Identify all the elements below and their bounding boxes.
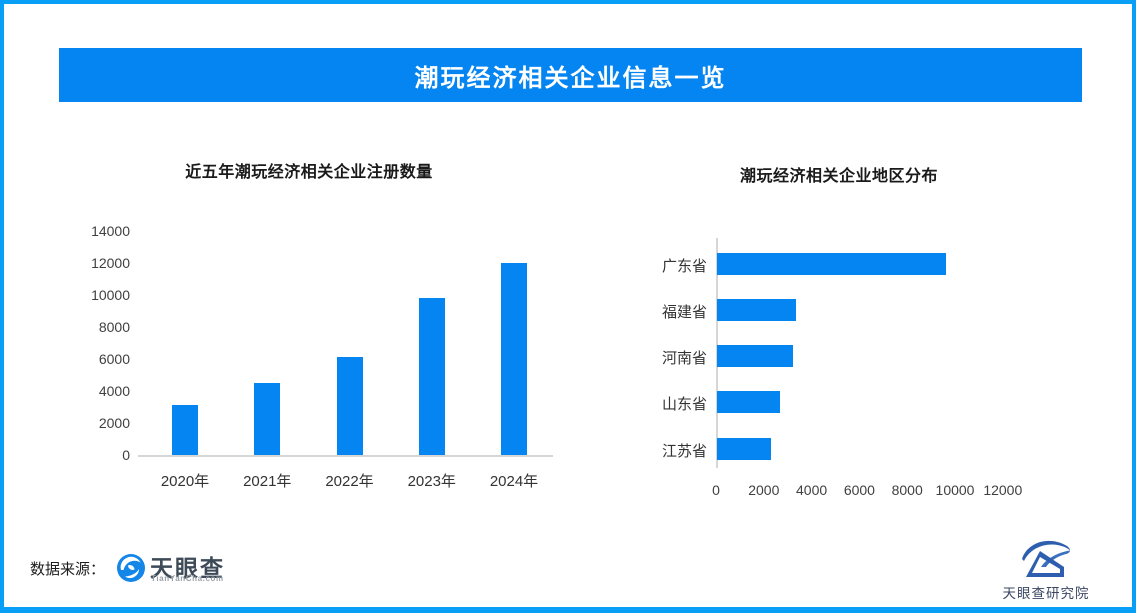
y-tick-label: 12000 <box>91 255 130 271</box>
registration-chart-title: 近五年潮玩经济相关企业注册数量 <box>185 164 433 181</box>
region-bar <box>717 345 794 367</box>
region-chart-title: 潮玩经济相关企业地区分布 <box>739 168 938 185</box>
page-title: 潮玩经济相关企业信息一览 <box>414 64 727 92</box>
y-tick-label: 2000 <box>98 415 130 431</box>
tianyancha-domain: TianYanCha.com <box>151 574 224 583</box>
year-label: 2023年 <box>407 473 456 490</box>
registration-bar <box>336 357 363 455</box>
x-tick-label: 2000 <box>748 482 780 498</box>
province-label: 江苏省 <box>661 442 707 460</box>
registration-bar <box>418 298 445 455</box>
region-bar <box>717 298 796 321</box>
province-label: 山东省 <box>661 396 707 414</box>
x-tick-label: 8000 <box>891 482 923 498</box>
tianyancha-eye-icon <box>117 554 145 582</box>
title-banner: 潮玩经济相关企业信息一览 <box>59 48 1082 102</box>
registration-bar <box>254 383 281 455</box>
region-bar <box>717 391 781 414</box>
registration-bar <box>501 263 527 455</box>
x-tick-label: 12000 <box>983 482 1023 498</box>
y-tick-label: 6000 <box>98 351 130 367</box>
province-label: 福建省 <box>661 303 707 321</box>
y-tick-label: 4000 <box>98 383 130 399</box>
research-institute-name: 天眼查研究院 <box>1002 586 1090 601</box>
data-source-label: 数据来源： <box>30 561 106 578</box>
x-axis-line <box>138 455 553 457</box>
year-label: 2021年 <box>243 473 292 490</box>
province-label: 广东省 <box>661 257 707 275</box>
x-tick-label: 6000 <box>843 482 875 498</box>
region-bar <box>717 437 772 460</box>
y-tick-label: 10000 <box>91 287 130 303</box>
x-tick-label: 4000 <box>796 482 828 498</box>
year-label: 2020年 <box>160 473 210 490</box>
y-tick-label: 14000 <box>91 223 130 239</box>
y-tick-label: 0 <box>122 447 130 463</box>
tianyancha-wordmark: 天眼查 <box>150 555 225 581</box>
y-tick-label: 8000 <box>98 319 130 335</box>
x-tick-label: 10000 <box>935 482 975 498</box>
research-institute-logo-icon <box>1022 540 1070 577</box>
registration-bar <box>172 405 198 455</box>
year-label: 2022年 <box>325 473 374 490</box>
x-tick-label: 0 <box>712 482 720 498</box>
region-bar <box>717 252 947 275</box>
province-label: 河南省 <box>661 350 707 367</box>
year-label: 2024年 <box>489 473 539 490</box>
